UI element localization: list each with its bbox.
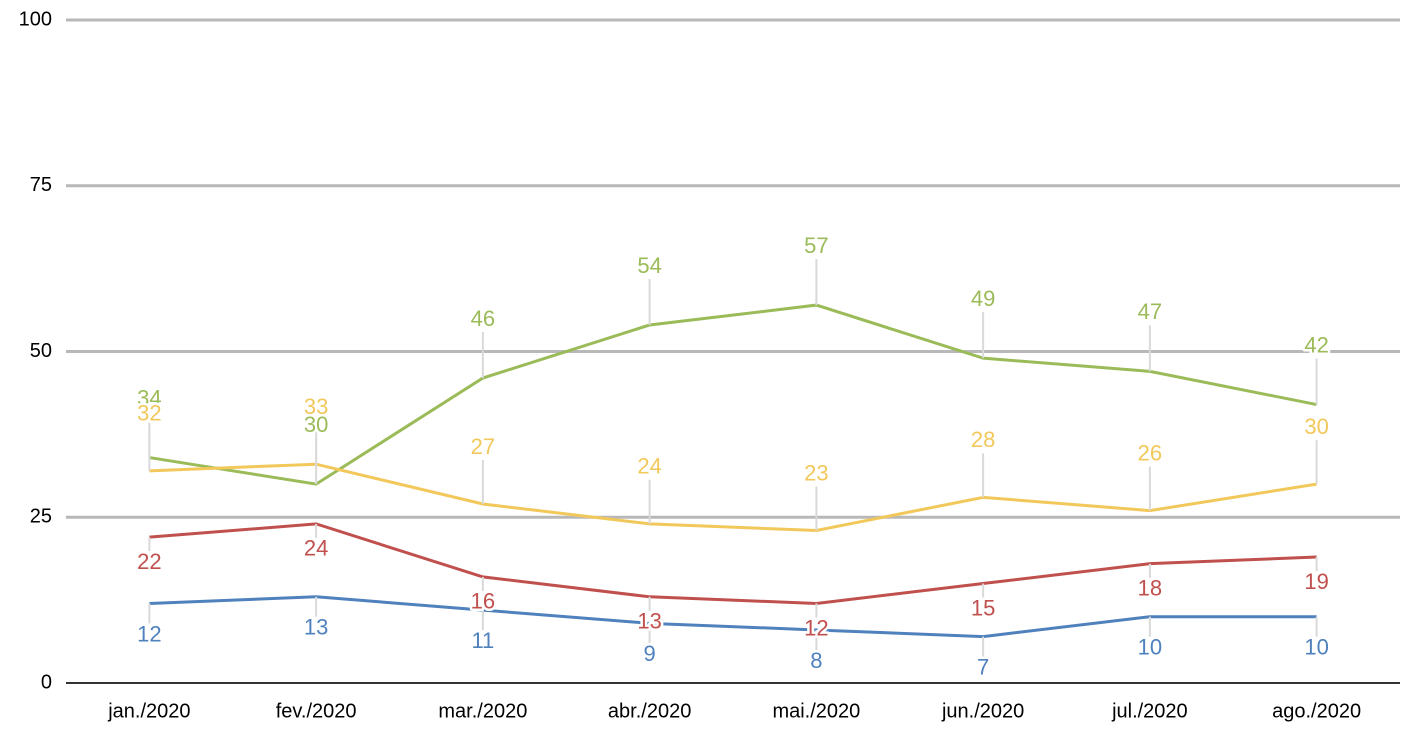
data-label: 19	[1304, 569, 1328, 594]
series-line	[149, 522, 1317, 605]
data-label: 12	[804, 615, 828, 640]
y-tick-label: 25	[30, 506, 52, 528]
data-label: 34	[137, 385, 161, 410]
data-label: 8	[810, 648, 822, 673]
data-label: 10	[1138, 635, 1162, 660]
series-line	[149, 462, 1317, 533]
x-tick-label: mar./2020	[438, 700, 527, 722]
data-label: 7	[977, 654, 989, 679]
data-label: 28	[971, 427, 995, 452]
data-label: 32	[137, 401, 161, 426]
data-label: 13	[304, 615, 328, 640]
series-line	[149, 303, 1317, 486]
data-label: 23	[804, 460, 828, 485]
data-label: 22	[137, 549, 161, 574]
y-tick-label: 50	[30, 340, 52, 362]
data-label: 18	[1138, 575, 1162, 600]
data-label: 24	[304, 536, 328, 561]
data-label: 27	[471, 434, 495, 459]
data-label: 30	[304, 412, 328, 437]
x-tick-label: jun./2020	[941, 700, 1024, 722]
data-label: 49	[971, 286, 995, 311]
x-tick-label: fev./2020	[276, 700, 357, 722]
data-label: 16	[471, 589, 495, 614]
data-label: 42	[1304, 332, 1328, 357]
data-label: 46	[471, 306, 495, 331]
x-tick-label: jul./2020	[1111, 700, 1188, 722]
x-tick-label: jan./2020	[107, 700, 190, 722]
y-tick-label: 0	[41, 671, 52, 693]
data-label: 10	[1304, 635, 1328, 660]
data-label: 11	[471, 628, 494, 653]
data-label: 33	[304, 394, 328, 419]
data-label: 54	[637, 253, 661, 278]
data-label: 12	[137, 621, 161, 646]
data-label: 24	[637, 454, 661, 479]
series-line	[149, 595, 1317, 639]
data-label: 26	[1138, 440, 1162, 465]
data-label: 15	[971, 595, 995, 620]
x-tick-label: ago./2020	[1272, 700, 1361, 722]
x-tick-label: mai./2020	[772, 700, 860, 722]
y-tick-label: 75	[30, 174, 52, 196]
data-label: 57	[804, 233, 828, 258]
y-tick-label: 100	[19, 8, 52, 30]
data-label: 9	[644, 641, 656, 666]
data-label: 30	[1304, 414, 1328, 439]
data-label: 47	[1138, 299, 1162, 324]
x-tick-label: abr./2020	[608, 700, 691, 722]
data-label: 13	[637, 609, 661, 634]
